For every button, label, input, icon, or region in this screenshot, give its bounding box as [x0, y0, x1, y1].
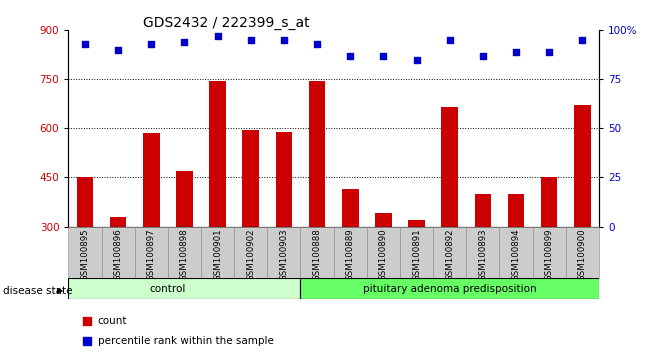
Bar [68, 227, 102, 278]
Point [212, 33, 223, 39]
Point [497, 211, 508, 217]
Bar [566, 227, 599, 278]
Bar [333, 227, 367, 278]
Bar [375, 213, 392, 325]
Bar [268, 227, 301, 278]
Text: GSM100892: GSM100892 [445, 228, 454, 281]
Bar [408, 220, 425, 325]
Text: GSM100900: GSM100900 [578, 228, 587, 281]
Point [179, 39, 189, 45]
Bar [499, 227, 533, 278]
Point [445, 37, 455, 43]
Text: GSM100899: GSM100899 [545, 228, 554, 281]
Text: pituitary adenoma predisposition: pituitary adenoma predisposition [363, 284, 536, 293]
Bar [102, 227, 135, 278]
Text: control: control [150, 284, 186, 293]
Bar [367, 227, 400, 278]
Bar [533, 227, 566, 278]
Bar [433, 227, 466, 278]
Text: GDS2432 / 222399_s_at: GDS2432 / 222399_s_at [143, 16, 310, 30]
Point [378, 53, 389, 58]
Bar [342, 189, 359, 325]
Point [312, 41, 322, 47]
Bar [508, 194, 524, 325]
Bar [110, 217, 126, 325]
Text: GSM100890: GSM100890 [379, 228, 388, 281]
Point [478, 53, 488, 58]
Bar [301, 278, 599, 299]
Text: GSM100889: GSM100889 [346, 228, 355, 281]
Bar [466, 227, 499, 278]
Text: disease state: disease state [3, 286, 73, 296]
Bar [541, 177, 557, 325]
Text: GSM100888: GSM100888 [312, 228, 322, 281]
Point [79, 41, 90, 47]
Bar [574, 105, 590, 325]
Bar [275, 132, 292, 325]
Point [113, 47, 123, 52]
Bar [441, 107, 458, 325]
Text: GSM100893: GSM100893 [478, 228, 488, 281]
Bar [176, 171, 193, 325]
Text: GSM100894: GSM100894 [512, 228, 521, 281]
Text: GSM100896: GSM100896 [113, 228, 122, 281]
Bar [201, 227, 234, 278]
Point [146, 41, 156, 47]
Bar [68, 278, 301, 299]
Bar [135, 227, 168, 278]
Point [345, 53, 355, 58]
Bar [242, 130, 259, 325]
Text: GSM100895: GSM100895 [81, 228, 89, 281]
Bar [77, 177, 93, 325]
Bar [400, 227, 433, 278]
Bar [301, 227, 333, 278]
Text: GSM100901: GSM100901 [213, 228, 222, 281]
Text: count: count [98, 316, 127, 326]
Bar [309, 81, 326, 325]
Point [245, 37, 256, 43]
Point [279, 37, 289, 43]
Text: GSM100891: GSM100891 [412, 228, 421, 281]
Point [577, 37, 588, 43]
Bar [168, 227, 201, 278]
Bar [234, 227, 268, 278]
Bar [209, 81, 226, 325]
Text: ▶: ▶ [57, 286, 64, 296]
Point [411, 57, 422, 62]
Text: percentile rank within the sample: percentile rank within the sample [98, 336, 273, 346]
Point [511, 49, 521, 55]
Bar [475, 194, 491, 325]
Point [497, 27, 508, 33]
Text: GSM100897: GSM100897 [146, 228, 156, 281]
Text: GSM100903: GSM100903 [279, 228, 288, 281]
Text: GSM100898: GSM100898 [180, 228, 189, 281]
Text: GSM100902: GSM100902 [246, 228, 255, 281]
Bar [143, 133, 159, 325]
Point [544, 49, 555, 55]
